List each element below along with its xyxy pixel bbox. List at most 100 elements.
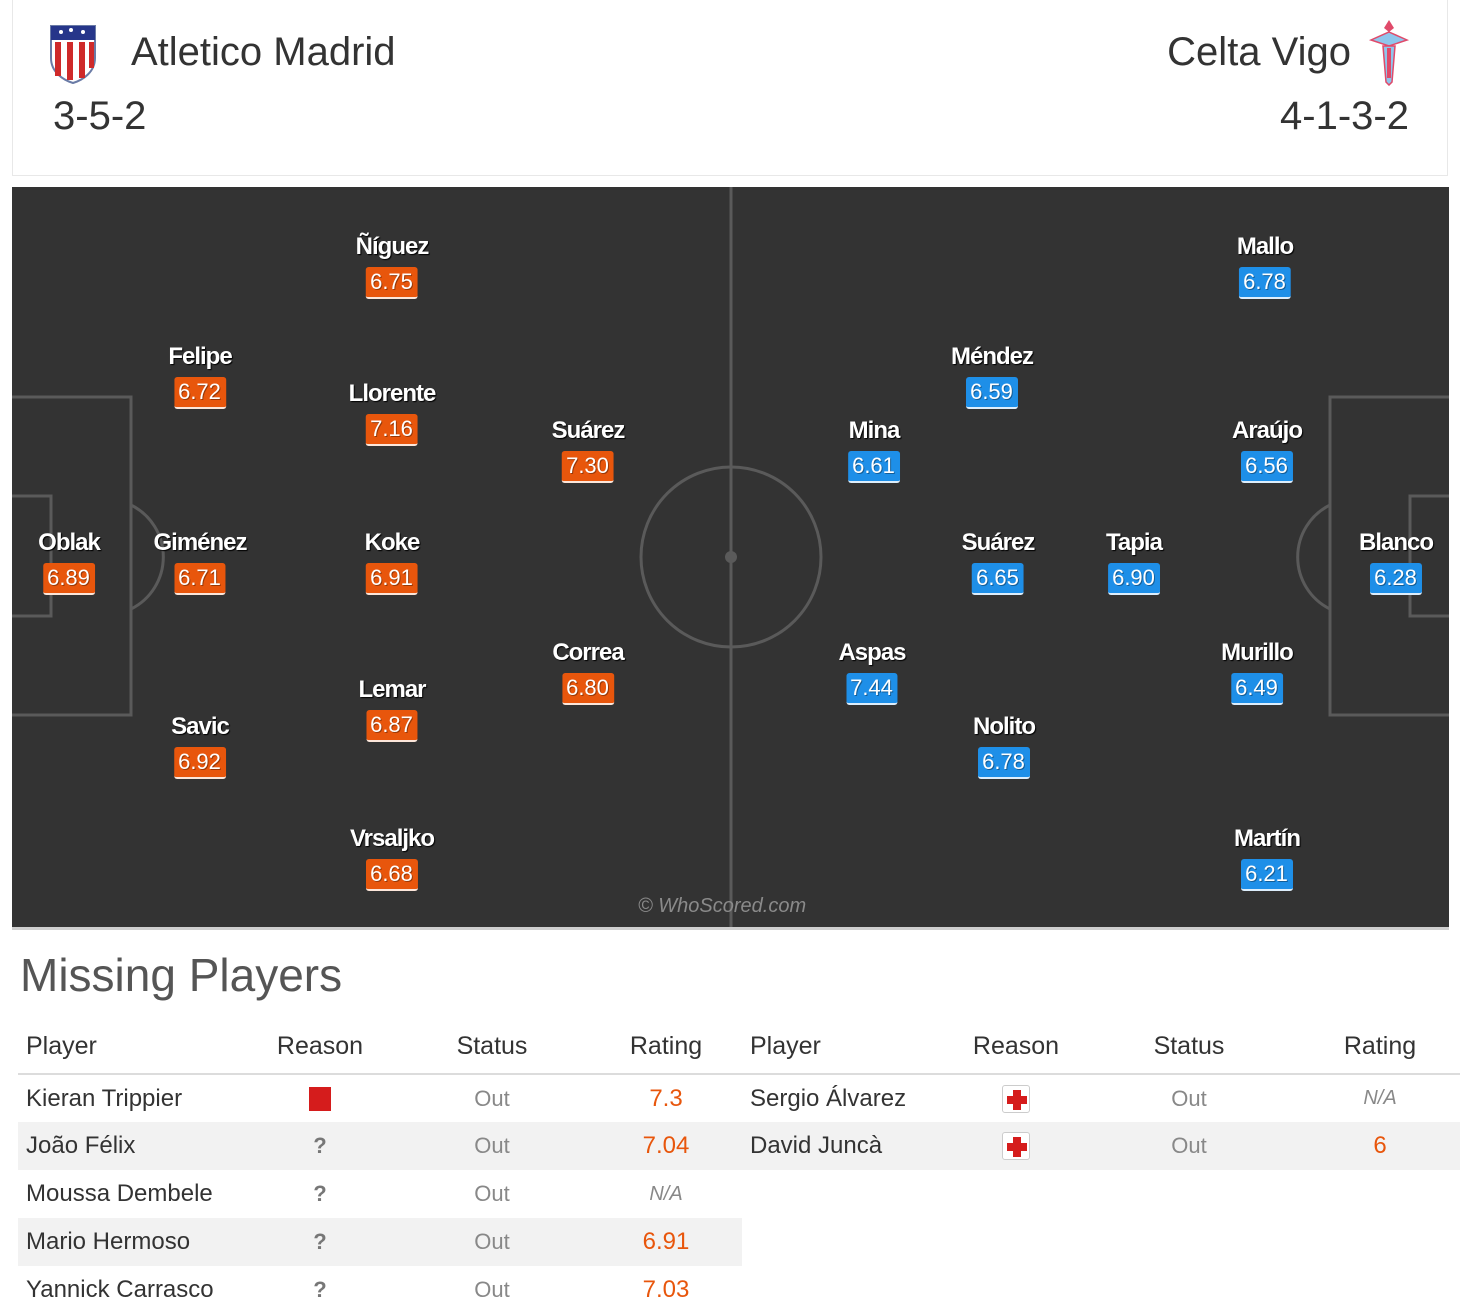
away-player[interactable]: Méndez 6.59	[950, 343, 1034, 409]
away-player[interactable]: Aspas 7.44	[838, 639, 907, 705]
home-player[interactable]: Ñíguez 6.75	[356, 233, 429, 299]
player-name: Llorente	[348, 380, 437, 407]
player-rating: 6.49	[1231, 673, 1283, 705]
injury-icon[interactable]	[1002, 1132, 1030, 1161]
player-name: Lemar	[358, 676, 426, 703]
pitch-markings	[12, 187, 1449, 927]
header-status[interactable]: Status	[394, 1020, 590, 1075]
question-icon[interactable]: ?	[313, 1277, 327, 1302]
pitch: © WhoScored.com Ñíguez 6.75 Felipe 6.72 Llor…	[12, 187, 1449, 927]
away-player[interactable]: Martín 6.21	[1234, 825, 1301, 891]
home-player[interactable]: Llorente 7.16	[349, 380, 436, 446]
away-formation: 4-1-3-2	[1280, 94, 1409, 138]
header-status[interactable]: Status	[1078, 1020, 1300, 1075]
missing-status: Out	[474, 1085, 510, 1111]
missing-rating: 7.03	[642, 1276, 690, 1303]
question-icon[interactable]: ?	[313, 1181, 327, 1206]
atletico-crest-icon	[50, 25, 96, 84]
injury-icon[interactable]	[1002, 1084, 1030, 1113]
home-player[interactable]: Vrsaljko 6.68	[349, 825, 435, 891]
missing-reason: ?	[246, 1122, 394, 1170]
home-missing-table: Player Reason Status Rating Kieran Tripp…	[18, 1020, 742, 1314]
player-rating: 6.61	[848, 451, 900, 483]
missing-status: Out	[394, 1218, 590, 1266]
player-name: Giménez	[153, 529, 247, 556]
player-rating: 6.68	[366, 859, 418, 891]
player-name: Vrsaljko	[349, 825, 435, 852]
player-name: Suárez	[551, 417, 626, 444]
missing-reason	[954, 1122, 1078, 1170]
missing-reason: ?	[246, 1170, 394, 1218]
missing-row: Mario Hermoso? Out 6.91	[18, 1218, 742, 1266]
away-player[interactable]: Mallo 6.78	[1236, 233, 1294, 299]
away-player[interactable]: Araújo 6.56	[1231, 417, 1303, 483]
header-reason[interactable]: Reason	[246, 1020, 394, 1075]
home-player[interactable]: Giménez 6.71	[153, 529, 248, 595]
missing-player-name[interactable]: David Juncà	[742, 1122, 954, 1170]
player-rating: 6.87	[366, 710, 418, 742]
missing-status: Out	[394, 1122, 590, 1170]
missing-rating: 7.3	[649, 1084, 683, 1112]
home-team-name[interactable]: Atletico Madrid	[131, 30, 396, 74]
question-icon[interactable]: ?	[313, 1133, 327, 1158]
away-player[interactable]: Mina 6.61	[848, 417, 900, 483]
home-player[interactable]: Suárez 7.30	[552, 417, 625, 483]
player-rating: 6.21	[1241, 859, 1293, 891]
missing-status: Out	[474, 1181, 510, 1206]
away-team-name[interactable]: Celta Vigo	[1167, 30, 1351, 74]
player-name: Nolito	[973, 713, 1036, 740]
home-player[interactable]: Savic 6.92	[171, 713, 230, 779]
header-rating[interactable]: Rating	[590, 1020, 742, 1075]
away-player[interactable]: Nolito 6.78	[973, 713, 1036, 779]
missing-reason: ?	[246, 1266, 394, 1314]
missing-player-name[interactable]: Moussa Dembele	[26, 1180, 213, 1207]
away-missing-table: Player Reason Status Rating Sergio Álvar…	[742, 1020, 1460, 1170]
player-name: Méndez	[950, 343, 1034, 370]
header-rating[interactable]: Rating	[1300, 1020, 1460, 1075]
home-player[interactable]: Lemar 6.87	[358, 676, 427, 742]
away-player[interactable]: Murillo 6.49	[1221, 639, 1294, 705]
missing-player-name[interactable]: Kieran Trippier	[26, 1084, 183, 1112]
home-player[interactable]: Correa 6.80	[552, 639, 625, 705]
player-rating: 6.80	[562, 673, 614, 705]
player-name: Koke	[364, 529, 421, 556]
header-reason[interactable]: Reason	[954, 1020, 1078, 1075]
header-player[interactable]: Player	[742, 1020, 954, 1075]
player-name: Blanco	[1358, 529, 1434, 556]
player-name: Tapia	[1106, 529, 1163, 556]
player-name: Aspas	[838, 639, 906, 666]
missing-player-name[interactable]: Mario Hermoso	[18, 1218, 246, 1266]
celta-crest-icon	[1368, 20, 1410, 86]
home-player[interactable]: Oblak 6.89	[38, 529, 101, 595]
missing-row: João Félix? Out 7.04	[18, 1122, 742, 1170]
red-card-icon[interactable]	[309, 1087, 331, 1112]
pitch-divider	[12, 927, 1449, 930]
player-name: Savic	[171, 713, 230, 740]
away-player[interactable]: Suárez 6.65	[962, 529, 1035, 595]
player-name: Murillo	[1221, 639, 1294, 666]
player-rating: 6.71	[174, 563, 226, 595]
player-name: Araújo	[1231, 417, 1303, 444]
away-player[interactable]: Blanco 6.28	[1358, 529, 1434, 595]
home-player[interactable]: Felipe 6.72	[168, 343, 233, 409]
missing-player-name[interactable]: João Félix	[18, 1122, 246, 1170]
header-player[interactable]: Player	[18, 1020, 246, 1075]
missing-player-name[interactable]: Sergio Álvarez	[750, 1084, 907, 1112]
player-name: Mina	[848, 417, 901, 444]
home-player[interactable]: Koke 6.91	[365, 529, 420, 595]
missing-player-name[interactable]: Yannick Carrasco	[26, 1276, 214, 1303]
away-player[interactable]: Tapia 6.90	[1106, 529, 1163, 595]
player-rating: 6.91	[366, 563, 418, 595]
missing-status: Out	[1171, 1085, 1207, 1111]
player-rating: 6.89	[43, 563, 95, 595]
missing-row: Moussa Dembele? Out N/A	[18, 1170, 742, 1218]
missing-status: Out	[1078, 1122, 1300, 1170]
player-name: Mallo	[1236, 233, 1294, 260]
missing-rating: 6	[1300, 1122, 1460, 1170]
missing-players-title: Missing Players	[20, 949, 343, 1001]
missing-rating: 7.04	[590, 1122, 742, 1170]
question-icon[interactable]: ?	[313, 1229, 327, 1254]
missing-row: Yannick Carrasco? Out 7.03	[18, 1266, 742, 1314]
player-rating: 6.78	[1239, 267, 1291, 299]
missing-status: Out	[474, 1277, 510, 1302]
